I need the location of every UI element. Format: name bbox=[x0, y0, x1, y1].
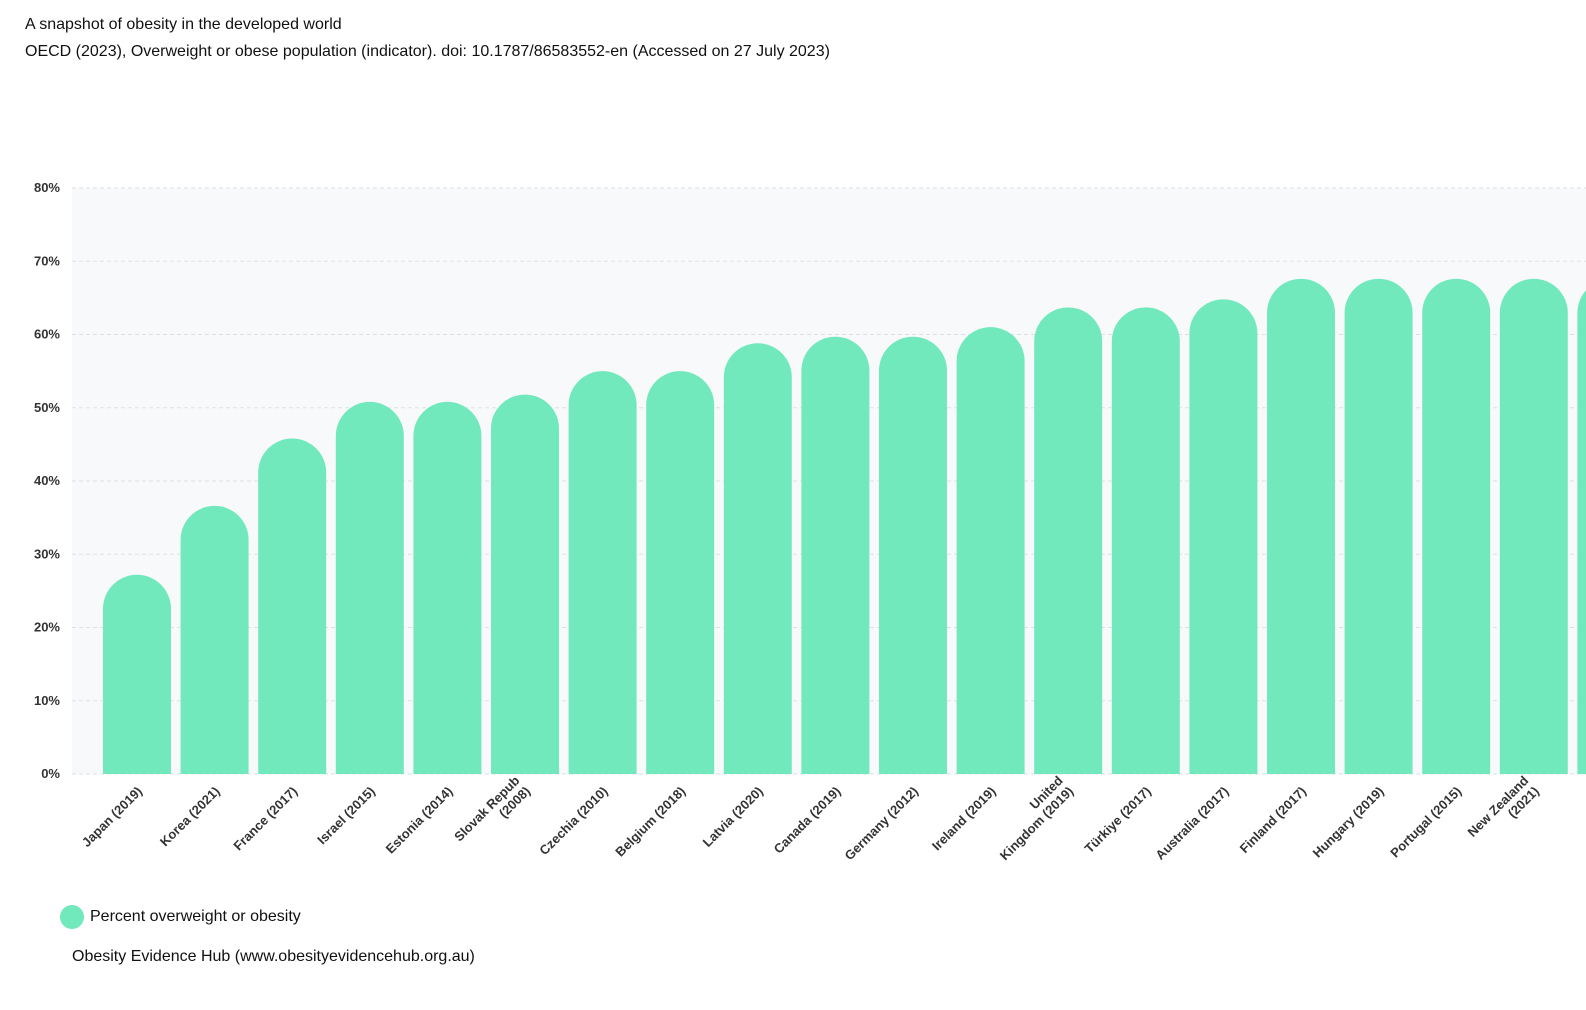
x-tick-label: Canada (2019) bbox=[771, 784, 844, 857]
x-tick-label: Germany (2012) bbox=[842, 784, 922, 864]
bar bbox=[103, 574, 171, 774]
legend-swatch bbox=[60, 905, 84, 929]
bar bbox=[413, 401, 482, 774]
bar bbox=[1499, 278, 1568, 774]
bar bbox=[491, 394, 559, 774]
x-tick-label: Ireland (2019) bbox=[929, 784, 999, 854]
x-tick-label: Australia (2017) bbox=[1152, 784, 1231, 863]
y-tick-label: 10% bbox=[34, 693, 60, 708]
y-tick-label: 0% bbox=[41, 766, 60, 781]
bar bbox=[258, 438, 327, 774]
y-tick-label: 50% bbox=[34, 400, 60, 415]
bar bbox=[1422, 278, 1491, 774]
x-tick-label: Estonia (2014) bbox=[383, 784, 456, 857]
x-tick-label: UnitedKingdom (2019) bbox=[986, 773, 1076, 863]
bar bbox=[879, 336, 947, 774]
bar bbox=[723, 343, 792, 774]
bar bbox=[1111, 307, 1180, 774]
x-tick-label: Israel (2015) bbox=[314, 784, 378, 848]
bar bbox=[180, 505, 249, 774]
x-tick-label: Japan (2019) bbox=[79, 784, 145, 850]
bar bbox=[956, 327, 1025, 774]
x-tick-label: Korea (2021) bbox=[157, 784, 223, 850]
bar bbox=[568, 371, 637, 774]
x-tick-label: Czechia (2010) bbox=[536, 784, 610, 858]
x-tick-label: New Zealand(2021) bbox=[1465, 773, 1542, 850]
y-tick-label: 80% bbox=[34, 180, 60, 195]
x-tick-label: Türkiye (2017) bbox=[1081, 784, 1153, 856]
x-tick-label: Portugal (2015) bbox=[1387, 784, 1464, 861]
x-tick-label: Slovak Repub(2008) bbox=[451, 773, 533, 855]
bar-chart: 0% 10% 20% 30% 40% 50% 60% 70% 80% Japan (2019) Ko… bbox=[34, 180, 1586, 864]
y-tick-label: 30% bbox=[34, 546, 60, 561]
legend[interactable]: Percent overweight or obesity bbox=[60, 905, 301, 929]
y-tick-label: 40% bbox=[34, 473, 60, 488]
x-tick-label: Latvia (2020) bbox=[700, 784, 766, 850]
bar bbox=[335, 401, 404, 774]
x-tick-label: France (2017) bbox=[230, 784, 300, 854]
bar bbox=[1577, 290, 1586, 774]
bar bbox=[1034, 307, 1103, 774]
bar bbox=[646, 371, 715, 774]
x-tick-label: Belgium (2018) bbox=[612, 784, 688, 860]
bar bbox=[1267, 278, 1335, 774]
bar bbox=[1344, 278, 1413, 774]
chart-title: A snapshot of obesity in the developed w… bbox=[25, 16, 342, 33]
bar bbox=[1189, 299, 1258, 774]
bar bbox=[801, 336, 870, 774]
footer-credit: Obesity Evidence Hub (www.obesityevidenc… bbox=[72, 948, 475, 965]
y-tick-label: 20% bbox=[34, 620, 60, 635]
legend-label: Percent overweight or obesity bbox=[90, 908, 301, 925]
x-tick-label: Hungary (2019) bbox=[1310, 784, 1387, 861]
y-tick-label: 70% bbox=[34, 253, 60, 268]
y-tick-label: 60% bbox=[34, 327, 60, 342]
x-tick-label: Finland (2017) bbox=[1237, 784, 1309, 856]
chart-source: OECD (2023), Overweight or obese populat… bbox=[25, 43, 830, 60]
